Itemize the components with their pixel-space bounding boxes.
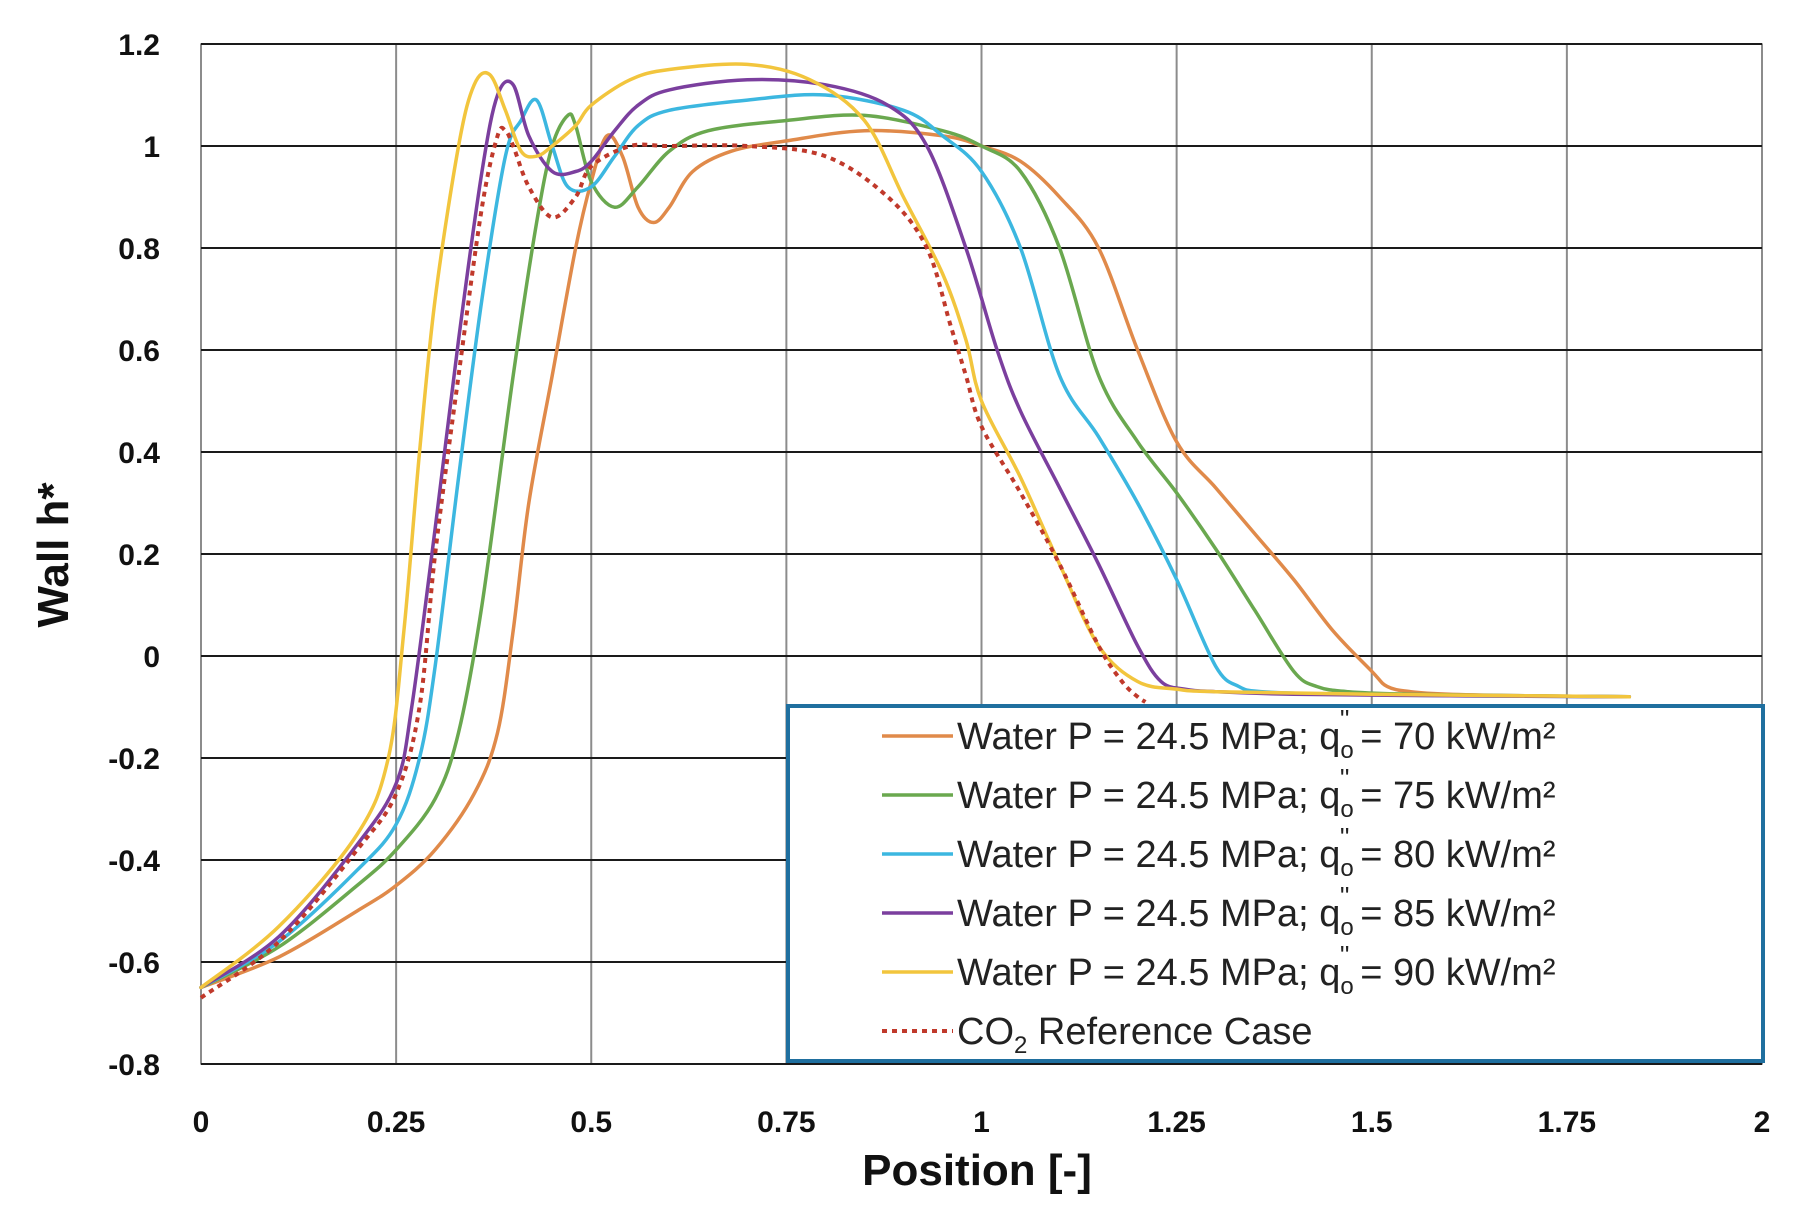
legend-superscript: '': [1340, 763, 1350, 793]
legend-subscript: o: [1340, 737, 1353, 764]
x-tick-label: 1.75: [1538, 1106, 1596, 1139]
y-tick-label: -0.6: [108, 947, 160, 980]
legend-label: Water P = 24.5 MPa; qo '' = 85 kW/m²: [957, 881, 1556, 941]
legend-entry: Water P = 24.5 MPa; qo '' = 70 kW/m²: [882, 704, 1556, 764]
legend-text-suffix: = 75 kW/m²: [1350, 775, 1556, 817]
legend-entry: Water P = 24.5 MPa; qo '' = 90 kW/m²: [882, 940, 1556, 1000]
y-tick-label: 1: [143, 131, 160, 164]
legend-entry: Water P = 24.5 MPa; qo '' = 75 kW/m²: [882, 763, 1556, 823]
y-tick-label: 0.8: [118, 233, 160, 266]
x-tick-label: 1.25: [1147, 1106, 1205, 1139]
legend-box: [786, 704, 1765, 1063]
legend-label: Water P = 24.5 MPa; qo '' = 70 kW/m²: [957, 704, 1556, 764]
legend-superscript: '': [1340, 881, 1350, 911]
legend-superscript: '': [1340, 940, 1350, 970]
x-tick-label: 0: [193, 1106, 210, 1139]
y-tick-label: -0.8: [108, 1049, 160, 1082]
legend-label: CO2 Reference Case: [957, 1011, 1313, 1059]
legend: Water P = 24.5 MPa; qo'' = 70 kW/m²Water…: [786, 704, 1765, 1063]
legend-label: Water P = 24.5 MPa; qo '' = 80 kW/m²: [957, 822, 1556, 882]
x-tick-label: 1.5: [1351, 1106, 1393, 1139]
legend-text-prefix: Water P = 24.5 MPa; q: [957, 834, 1340, 876]
legend-subscript: o: [1340, 914, 1353, 941]
legend-text-suffix: = 80 kW/m²: [1350, 834, 1556, 876]
x-tick-label: 2: [1754, 1106, 1771, 1139]
y-axis-title: Wall h*: [29, 482, 78, 628]
legend-label: Water P = 24.5 MPa; qo '' = 75 kW/m²: [957, 763, 1556, 823]
series-line-2: [199, 112, 1632, 990]
legend-label: Water P = 24.5 MPa; qo '' = 90 kW/m²: [957, 940, 1556, 1000]
legend-subscript: o: [1340, 973, 1353, 1000]
y-tick-label: 0.6: [118, 335, 160, 368]
series-line-3: [199, 92, 1632, 990]
y-tick-label: -0.4: [108, 845, 160, 878]
legend-text-suffix: Reference Case: [1027, 1011, 1312, 1053]
legend-text-suffix: = 90 kW/m²: [1350, 952, 1556, 994]
legend-subscript: 2: [1014, 1032, 1027, 1059]
y-tick-label: 0.2: [118, 539, 160, 572]
x-tick-label: 0.25: [367, 1106, 425, 1139]
legend-text-prefix: Water P = 24.5 MPa; q: [957, 952, 1340, 994]
legend-entry: Water P = 24.5 MPa; qo '' = 85 kW/m²: [882, 881, 1556, 941]
x-tick-label: 0.75: [757, 1106, 815, 1139]
legend-text-prefix: Water P = 24.5 MPa; q: [957, 716, 1340, 758]
legend-entry: CO2 Reference Case: [882, 1011, 1313, 1059]
legend-superscript: '': [1340, 822, 1350, 852]
legend-text-suffix: = 85 kW/m²: [1350, 893, 1556, 935]
legend-text-suffix: = 70 kW/m²: [1350, 716, 1556, 758]
legend-text-prefix: CO: [957, 1011, 1014, 1053]
legend-subscript: o: [1340, 796, 1353, 823]
series-line-4: [199, 77, 1632, 990]
series-line-6: [199, 125, 1147, 1000]
legend-text-prefix: Water P = 24.5 MPa; q: [957, 893, 1340, 935]
legend-superscript: '': [1340, 704, 1350, 734]
x-tick-label: 0.5: [570, 1106, 612, 1139]
y-tick-label: 1.2: [118, 29, 160, 62]
series-line-1: [199, 128, 1632, 990]
axes: 0 0.25 0.5 0.75 1 1.25 1.5 1.75 2 1.2 1 0.8 0.6 0.4 0.…: [108, 29, 1770, 1139]
y-tick-label: 0: [143, 641, 160, 674]
y-tick-label: -0.2: [108, 743, 160, 776]
y-tick-label: 0.4: [118, 437, 160, 470]
legend-entry: Water P = 24.5 MPa; qo '' = 80 kW/m²: [882, 822, 1556, 882]
x-tick-label: 1: [973, 1106, 990, 1139]
legend-subscript: o: [1340, 855, 1353, 882]
x-axis-title: Position [-]: [862, 1146, 1092, 1195]
legend-text-prefix: Water P = 24.5 MPa; q: [957, 775, 1340, 817]
series-lines: [199, 62, 1632, 1000]
